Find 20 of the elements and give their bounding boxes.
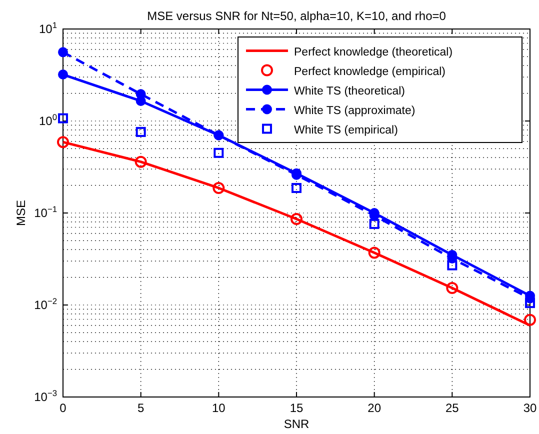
x-tick-label: 0 bbox=[60, 401, 67, 415]
x-tick-label: 10 bbox=[212, 401, 226, 415]
y-tick-label: 10$^{−1}$ bbox=[34, 204, 58, 220]
x-tick-label: 25 bbox=[445, 401, 460, 415]
y-tick-label: 10$^{−3}$ bbox=[34, 388, 58, 404]
x-tick-label: 5 bbox=[137, 401, 144, 415]
legend-label: White TS (empirical) bbox=[294, 124, 398, 136]
legend-label: White TS (approximate) bbox=[294, 104, 416, 117]
y-tick-label: 10$^{−2}$ bbox=[34, 296, 58, 312]
legend-label: Perfect knowledge (theoretical) bbox=[294, 46, 453, 58]
legend-label: Perfect knowledge (empirical) bbox=[294, 66, 446, 78]
chart-title: MSE versus SNR for Nt=50, alpha=10, K=10, and rho=0 bbox=[147, 9, 446, 23]
x-axis-title: SNR bbox=[284, 417, 310, 431]
x-tick-label: 30 bbox=[523, 401, 537, 415]
legend-label: White TS (theoretical) bbox=[294, 85, 406, 98]
y-tick-label: 10$^{0}$ bbox=[38, 112, 58, 128]
y-tick-label: 10$^{1}$ bbox=[38, 20, 58, 36]
y-axis-title: MSE bbox=[14, 200, 28, 226]
x-tick-label: 15 bbox=[290, 401, 304, 415]
x-tick-label: 20 bbox=[368, 401, 382, 415]
